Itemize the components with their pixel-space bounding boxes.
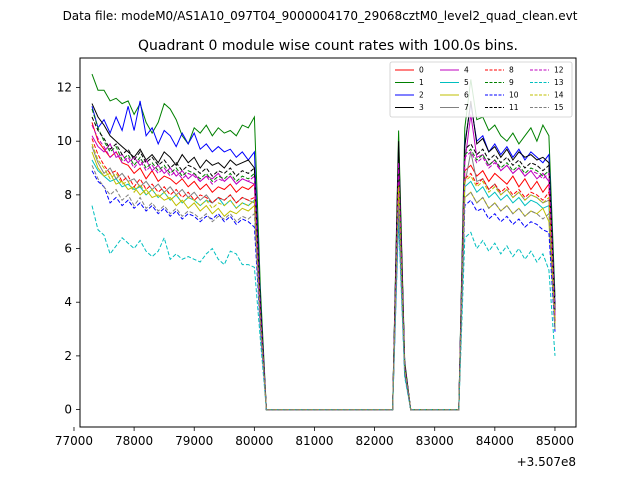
- x-tick-label: 81000: [295, 434, 333, 448]
- figure-suptitle: Data file: modeM0/AS1A10_097T04_90000041…: [63, 9, 578, 23]
- series-group: [91, 73, 556, 411]
- x-tick-label: 78000: [115, 434, 153, 448]
- legend-label-1: 1: [419, 78, 424, 87]
- legend-label-8: 8: [509, 66, 514, 75]
- chart-title: Quadrant 0 module wise count rates with …: [138, 38, 518, 54]
- x-tick-label: 77000: [55, 434, 93, 448]
- series-line-15: [91, 165, 556, 411]
- legend-label-5: 5: [464, 78, 469, 87]
- plot-area: 77000 78000 79000 80000 81000 82000 83000 84000…: [55, 57, 577, 469]
- series-line-9: [91, 108, 556, 411]
- legend-label-12: 12: [554, 66, 564, 75]
- y-axis: 0 2 4 6 8 10 12: [57, 81, 80, 417]
- legend-label-13: 13: [554, 78, 564, 87]
- legend-box: [389, 61, 573, 118]
- legend-label-3: 3: [419, 103, 424, 112]
- axes-background: [80, 58, 576, 427]
- x-tick-label: 82000: [356, 434, 394, 448]
- legend-label-10: 10: [509, 91, 519, 100]
- y-tick-label: 6: [64, 242, 72, 256]
- y-tick-label: 12: [57, 81, 72, 95]
- legend-label-2: 2: [419, 91, 424, 100]
- y-tick-label: 0: [64, 403, 72, 417]
- legend-label-9: 9: [509, 78, 514, 87]
- legend-label-11: 11: [509, 103, 519, 112]
- x-axis: 77000 78000 79000 80000 81000 82000 83000 84000…: [55, 427, 574, 448]
- x-tick-label: 85000: [536, 434, 574, 448]
- legend-label-15: 15: [554, 103, 564, 112]
- x-tick-label: 83000: [416, 434, 454, 448]
- series-line-13: [91, 205, 556, 411]
- x-tick-label: 80000: [235, 434, 273, 448]
- x-tick-label: 79000: [175, 434, 213, 448]
- x-offset-label: +3.507e8: [517, 455, 576, 469]
- x-tick-label: 84000: [476, 434, 514, 448]
- legend-label-4: 4: [464, 66, 469, 75]
- legend-label-6: 6: [464, 91, 469, 100]
- axes-frame: [79, 57, 577, 428]
- legend-label-14: 14: [554, 91, 564, 100]
- legend-label-0: 0: [419, 66, 424, 75]
- legend-label-7: 7: [464, 103, 469, 112]
- y-tick-label: 2: [64, 349, 72, 363]
- y-tick-label: 10: [57, 134, 72, 148]
- y-tick-label: 8: [64, 188, 72, 202]
- y-tick-label: 4: [64, 295, 72, 309]
